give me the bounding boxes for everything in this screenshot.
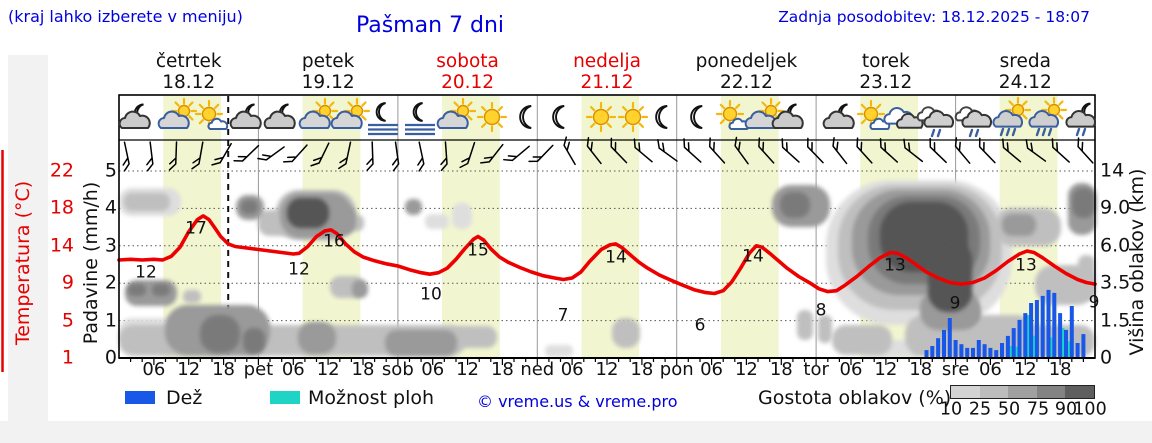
moon-cloud-icon xyxy=(118,103,151,129)
cloud-density-scale-segment xyxy=(1008,386,1037,398)
sun-cloud-icon xyxy=(157,97,198,129)
moon-fog-icon xyxy=(405,102,435,136)
bottom-margin-band xyxy=(0,421,1152,443)
page-title: Pašman 7 dni xyxy=(355,13,505,38)
showers-legend-swatch xyxy=(270,391,300,404)
cloud-density-scale-segment xyxy=(1036,386,1066,398)
sun-cloud2-icon xyxy=(194,99,229,130)
sun-cloud-icon xyxy=(744,97,785,129)
moon-icon xyxy=(552,105,565,129)
left-margin-band xyxy=(8,55,48,421)
moon-icon xyxy=(655,105,668,129)
clouds-icon xyxy=(883,107,924,129)
rain-legend-label: Dež xyxy=(166,387,203,409)
cloud-density-scale-segment xyxy=(979,386,1009,398)
moon-cloud-icon xyxy=(229,103,262,129)
location-menu-hint: (kraj lahko izberete v meniju) xyxy=(8,7,243,26)
cloud-density-scale xyxy=(950,385,1095,399)
sun-cloud-icon xyxy=(298,97,339,129)
showers-legend-label: Možnost ploh xyxy=(308,387,435,409)
moon-cloud-icon xyxy=(771,103,804,129)
copyright-link[interactable]: © vreme.us & vreme.pro xyxy=(477,392,678,411)
rain-legend-swatch xyxy=(125,391,155,404)
sun-icon xyxy=(617,101,649,133)
moon-icon xyxy=(690,105,703,129)
moon-cloud-icon xyxy=(263,103,296,129)
cloud-rain-icon xyxy=(916,106,954,138)
sun-cloud-rain-icon xyxy=(1028,96,1068,137)
sun-icon xyxy=(476,101,508,133)
sun-cloud-icon xyxy=(436,97,477,129)
cloud-density-legend-label: Gostota oblakov (%) xyxy=(758,387,952,409)
moon-fog-icon xyxy=(368,102,398,136)
sun-cloud2-icon xyxy=(856,99,891,130)
cloud-rain-icon xyxy=(954,106,992,138)
last-update-timestamp: Zadnja posodobitev: 18.12.2025 - 18:07 xyxy=(778,8,1090,26)
moon-cloud-icon xyxy=(822,103,855,129)
cloud-density-scale-segment xyxy=(951,386,980,398)
moon-icon xyxy=(519,105,532,129)
sun-cloud-rain-icon xyxy=(992,96,1032,137)
sun-icon xyxy=(585,101,617,133)
moon-cloud-rain-icon xyxy=(1065,102,1096,137)
sun-cloud-icon xyxy=(330,97,371,129)
cloud-density-scale-segment xyxy=(1065,386,1094,398)
